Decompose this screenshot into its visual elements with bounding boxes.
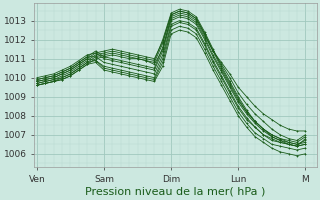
X-axis label: Pression niveau de la mer( hPa ): Pression niveau de la mer( hPa ) — [85, 187, 266, 197]
